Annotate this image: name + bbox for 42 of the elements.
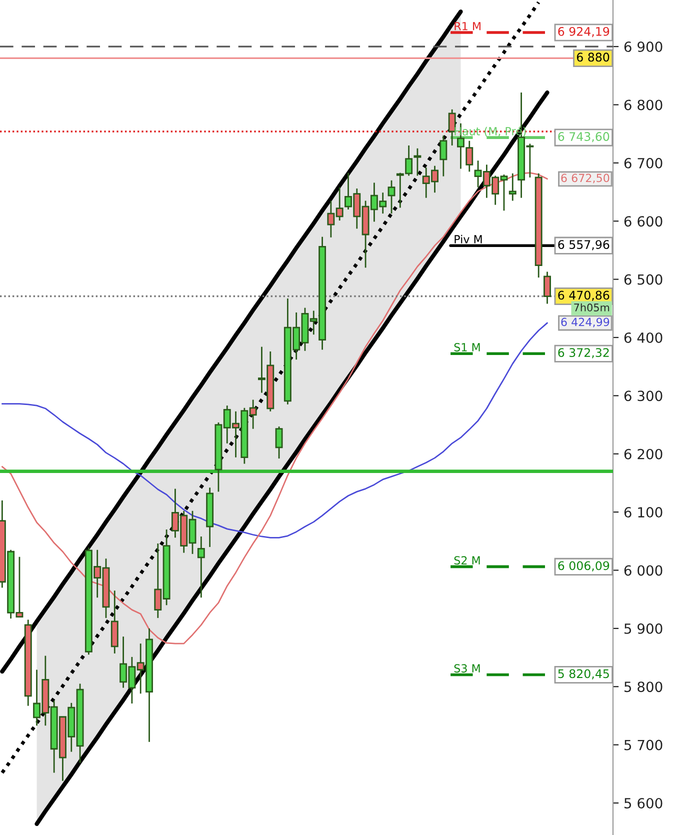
annotation: 6 924,19 bbox=[558, 26, 610, 38]
line-series bbox=[34, 90, 550, 826]
y-tick-label: 6 900 bbox=[624, 42, 662, 52]
candlestick bbox=[440, 134, 448, 178]
y-tick-label: 5 600 bbox=[624, 798, 662, 808]
line-series bbox=[1, 172, 548, 644]
ref-line-label: R1 M bbox=[454, 22, 480, 30]
annotation: 6 743,60 bbox=[558, 132, 610, 142]
candlestick bbox=[414, 148, 422, 176]
candlestick bbox=[197, 536, 205, 598]
y-tick-label: 6 000 bbox=[624, 565, 662, 576]
y-tick-label: 5 800 bbox=[624, 682, 662, 692]
annotation: 6 372,32 bbox=[558, 348, 609, 358]
y-tick-label: 5 700 bbox=[624, 740, 662, 750]
ref-line-label: 6 470,86 bbox=[558, 290, 610, 301]
annotation: 5 820,45 bbox=[558, 669, 609, 680]
annotation: 6 557,96 bbox=[558, 240, 610, 250]
y-tick-label: 6 700 bbox=[624, 158, 662, 168]
y-tick-label: 6 800 bbox=[624, 100, 662, 110]
data-label: 6 672,50 bbox=[561, 174, 610, 184]
data-label: 6 424,99 bbox=[561, 318, 610, 328]
y-tick-label: 6 200 bbox=[624, 448, 662, 460]
ref-line-label: 6 880 bbox=[576, 52, 610, 62]
y-tick-label: 6 600 bbox=[624, 216, 662, 227]
ref-line-label: Piv M bbox=[454, 234, 482, 244]
y-tick-label: 5 900 bbox=[624, 623, 662, 634]
ref-line-label: S1 M bbox=[454, 343, 480, 352]
candlestick bbox=[448, 108, 456, 146]
annotation: 6 006,09 bbox=[558, 561, 610, 572]
y-tick-label: 6 100 bbox=[624, 507, 662, 518]
candlestick bbox=[388, 180, 396, 214]
y-tick-label: 6 300 bbox=[624, 390, 662, 402]
line-series bbox=[0, 0, 540, 774]
y-tick-label: 6 500 bbox=[624, 274, 662, 285]
y-tick-label: 6 400 bbox=[624, 332, 662, 343]
ref-line-label: S3 M bbox=[454, 664, 480, 673]
candlestick bbox=[275, 426, 283, 460]
candlestick bbox=[544, 271, 551, 304]
candlestick bbox=[508, 172, 516, 202]
line-series bbox=[1, 322, 548, 538]
ref-line-label: S2 M bbox=[454, 556, 480, 565]
text: 7h05m bbox=[574, 303, 610, 312]
